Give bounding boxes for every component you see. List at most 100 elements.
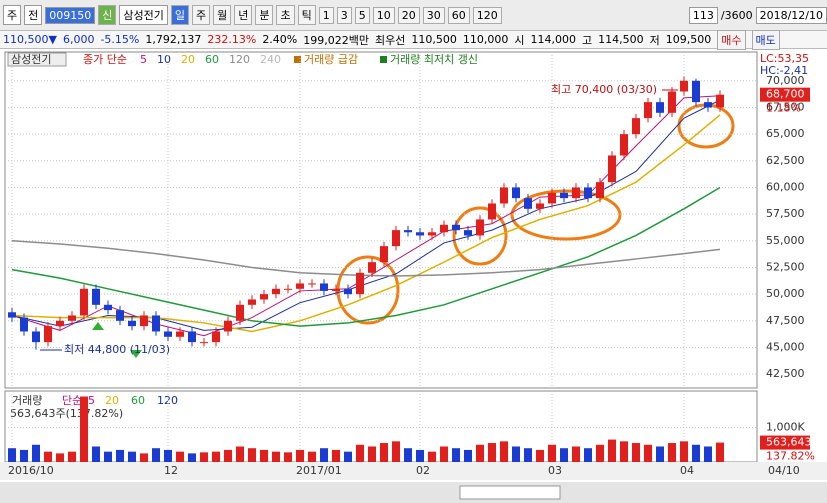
candle-body	[140, 315, 148, 327]
volume-bar	[188, 453, 196, 462]
volume-bar	[692, 444, 700, 462]
interval[interactable]: 10	[372, 6, 395, 24]
count-input[interactable]: 113	[688, 6, 718, 24]
volume-bar	[536, 449, 544, 462]
scroll-buttons[interactable]	[459, 485, 561, 500]
candle-body	[380, 246, 388, 263]
volume-bar	[44, 451, 52, 462]
count-total: /3600	[720, 8, 753, 22]
date-input[interactable]: 2018/12/10	[755, 6, 827, 24]
interval[interactable]: 3	[336, 6, 352, 24]
candle-body	[560, 192, 568, 199]
change: 6,000	[62, 33, 95, 46]
candle-body	[200, 342, 208, 344]
period-year[interactable]: 년	[234, 5, 253, 25]
candle-body	[248, 299, 256, 305]
candle-body	[164, 331, 172, 337]
candle-body	[464, 230, 472, 236]
interval[interactable]: 30	[422, 6, 445, 24]
candle-body	[44, 326, 52, 343]
y-tick-label: 60,000	[766, 180, 805, 193]
x-end-label: 04/10	[768, 464, 800, 477]
legend-entry: 5	[140, 53, 147, 66]
turnover: 2.40%	[262, 33, 298, 46]
volume-bar	[8, 448, 16, 462]
interval[interactable]: 20	[397, 6, 420, 24]
candle-body	[392, 230, 400, 247]
volume-bar	[596, 444, 604, 462]
market-select[interactable]: 주	[3, 5, 22, 25]
period-tick[interactable]: 틱	[297, 5, 316, 25]
candle-body	[92, 288, 100, 305]
candle-body	[260, 294, 268, 300]
period-second[interactable]: 초	[276, 5, 295, 25]
volume-bar	[572, 446, 580, 462]
period-day[interactable]: 일	[170, 5, 189, 25]
candle-body	[212, 331, 220, 343]
new-button[interactable]: 신	[98, 5, 117, 25]
last-volume: 563,643	[766, 436, 812, 449]
volume-bar	[176, 451, 184, 462]
legend-title: 종가 단순	[83, 53, 127, 66]
buy-button[interactable]: 매수	[717, 29, 746, 50]
stock-name: 삼성전기	[11, 53, 51, 66]
volume-bar	[224, 449, 232, 462]
candle-body	[440, 224, 448, 233]
y-tick-label: 55,000	[766, 234, 805, 247]
candle-body	[368, 262, 376, 273]
candle-body	[656, 102, 664, 113]
candle-body	[8, 312, 16, 318]
volume-bar	[56, 453, 64, 462]
ma-line	[11, 186, 721, 327]
candle-body	[500, 187, 508, 204]
legend-entry: 120	[229, 53, 250, 66]
legend-entry: 5	[88, 394, 95, 407]
candle-body	[512, 187, 520, 199]
candle-body	[536, 203, 544, 209]
volume-bar	[476, 444, 484, 462]
candle-body	[476, 219, 484, 236]
period-week[interactable]: 주	[191, 5, 211, 25]
highlight	[452, 206, 508, 266]
volume-bar	[644, 444, 652, 462]
candle-body	[416, 232, 424, 236]
last-price: 68,700	[766, 88, 805, 101]
volume-bar	[380, 443, 388, 462]
volume-bar	[320, 448, 328, 462]
x-tick-label: 03	[548, 464, 562, 477]
volume-bar	[464, 449, 472, 462]
volume-summary: 563,643주(137.82%)	[10, 407, 123, 420]
interval[interactable]: 120	[472, 6, 502, 24]
candle-body	[680, 80, 688, 92]
candle-body	[332, 288, 340, 291]
sell-button[interactable]: 매도	[751, 29, 780, 50]
x-tick-label: 2017/01	[296, 464, 342, 477]
volume-bar	[428, 451, 436, 462]
mode-select[interactable]: 전	[24, 5, 43, 25]
volume-bar	[440, 446, 448, 462]
legend-box	[7, 52, 67, 67]
candle-body	[692, 80, 700, 103]
legend-entry: 60	[131, 394, 145, 407]
interval[interactable]: 1	[318, 6, 334, 24]
candle-body	[20, 317, 28, 332]
y-tick-label: 57,500	[766, 207, 805, 220]
signal-swatch	[294, 56, 301, 63]
lc-label: LC:53,35	[760, 52, 809, 65]
period-minute[interactable]: 분	[255, 5, 274, 25]
volume-bar	[620, 441, 628, 462]
legend-entry: 20	[105, 394, 119, 407]
volume-bar	[416, 449, 424, 462]
candle-body	[668, 91, 676, 113]
period-month[interactable]: 월	[213, 5, 232, 25]
legend-entry: 60	[205, 53, 219, 66]
interval[interactable]: 5	[354, 6, 370, 24]
volume-bar	[80, 396, 88, 462]
scrollbar[interactable]	[0, 482, 827, 503]
interval[interactable]: 60	[447, 6, 470, 24]
candle-body	[704, 102, 712, 108]
code-input[interactable]: 009150	[45, 6, 96, 24]
candle-body	[596, 182, 604, 199]
hc-label: HC:-2,41	[760, 64, 808, 77]
